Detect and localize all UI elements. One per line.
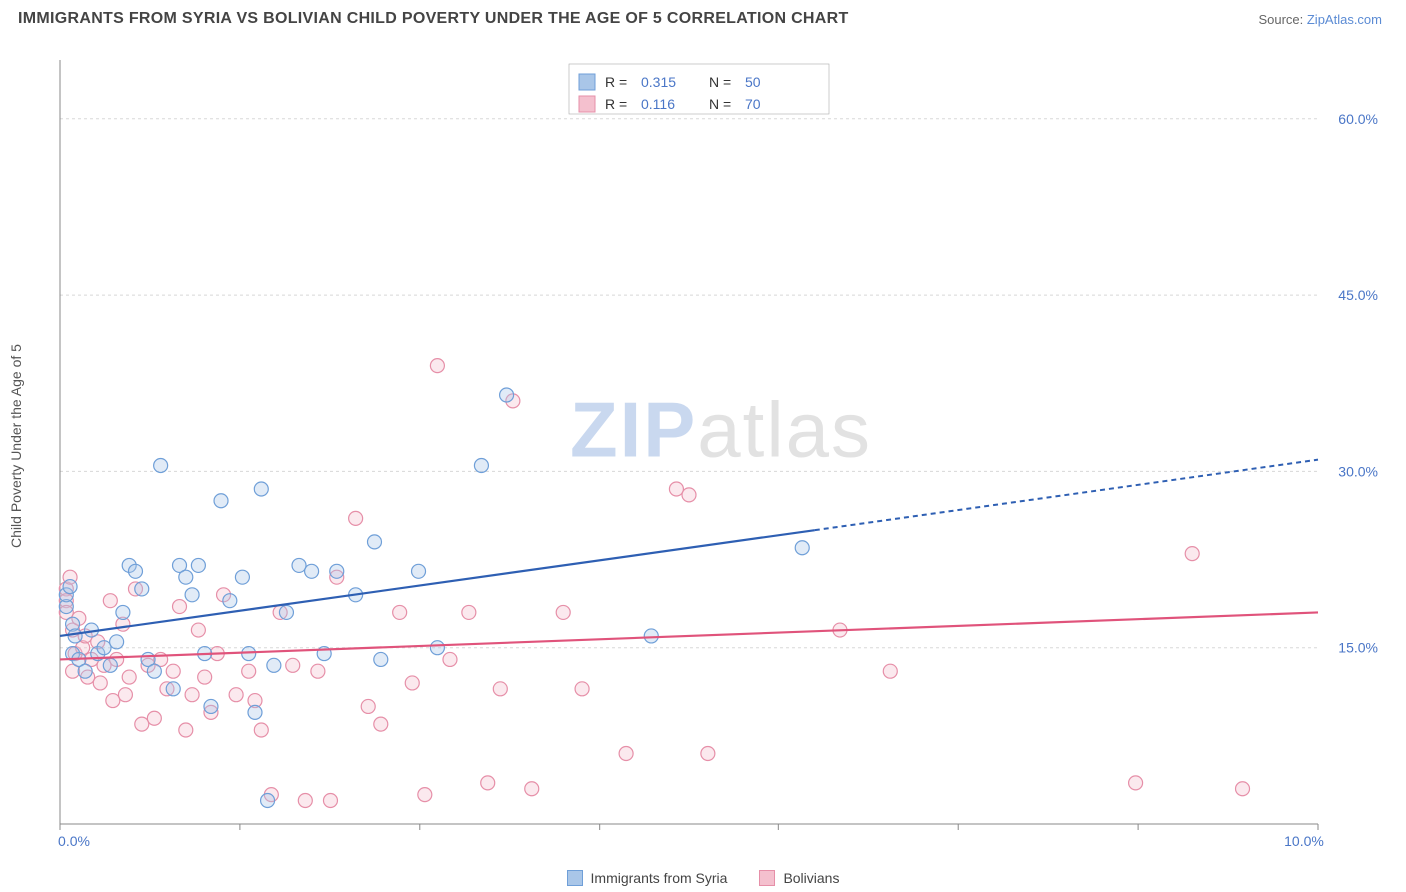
source-link[interactable]: ZipAtlas.com: [1307, 12, 1382, 27]
svg-text:N =: N =: [709, 74, 731, 90]
svg-text:15.0%: 15.0%: [1338, 640, 1378, 656]
legend-item-bolivians: Bolivians: [759, 870, 839, 886]
svg-text:30.0%: 30.0%: [1338, 463, 1378, 479]
svg-text:0.315: 0.315: [641, 74, 676, 90]
legend-bottom: Immigrants from Syria Bolivians: [0, 870, 1406, 886]
legend-label-syria: Immigrants from Syria: [591, 870, 728, 886]
legend-swatch-bolivians: [759, 870, 775, 886]
svg-text:N =: N =: [709, 96, 731, 112]
svg-text:10.0%: 10.0%: [1284, 833, 1324, 849]
legend-swatch-syria: [567, 870, 583, 886]
svg-text:70: 70: [745, 96, 761, 112]
svg-text:R =: R =: [605, 74, 627, 90]
svg-text:R =: R =: [605, 96, 627, 112]
legend-item-syria: Immigrants from Syria: [567, 870, 728, 886]
svg-text:0.0%: 0.0%: [58, 833, 90, 849]
legend-label-bolivians: Bolivians: [783, 870, 839, 886]
svg-text:60.0%: 60.0%: [1338, 111, 1378, 127]
chart-title: IMMIGRANTS FROM SYRIA VS BOLIVIAN CHILD …: [18, 10, 849, 28]
svg-text:50: 50: [745, 74, 761, 90]
y-axis-label: Child Poverty Under the Age of 5: [8, 344, 24, 548]
scatter-chart: 15.0% 30.0% 45.0% 60.0% 0.0% 10.0% R = 0.315 N =…: [56, 40, 1386, 852]
chart-area: 15.0% 30.0% 45.0% 60.0% 0.0% 10.0% R = 0.315 N =…: [56, 40, 1386, 852]
source-prefix: Source:: [1258, 12, 1306, 27]
svg-text:0.116: 0.116: [641, 96, 675, 112]
source-attribution: Source: ZipAtlas.com: [1258, 12, 1382, 27]
svg-text:45.0%: 45.0%: [1338, 287, 1378, 303]
